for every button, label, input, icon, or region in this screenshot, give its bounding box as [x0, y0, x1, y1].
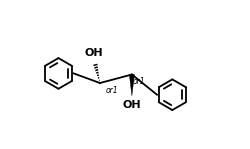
Text: or1: or1: [106, 86, 118, 95]
Text: or1: or1: [132, 77, 145, 86]
Text: OH: OH: [122, 100, 141, 110]
Text: OH: OH: [84, 48, 103, 58]
Polygon shape: [129, 74, 134, 96]
